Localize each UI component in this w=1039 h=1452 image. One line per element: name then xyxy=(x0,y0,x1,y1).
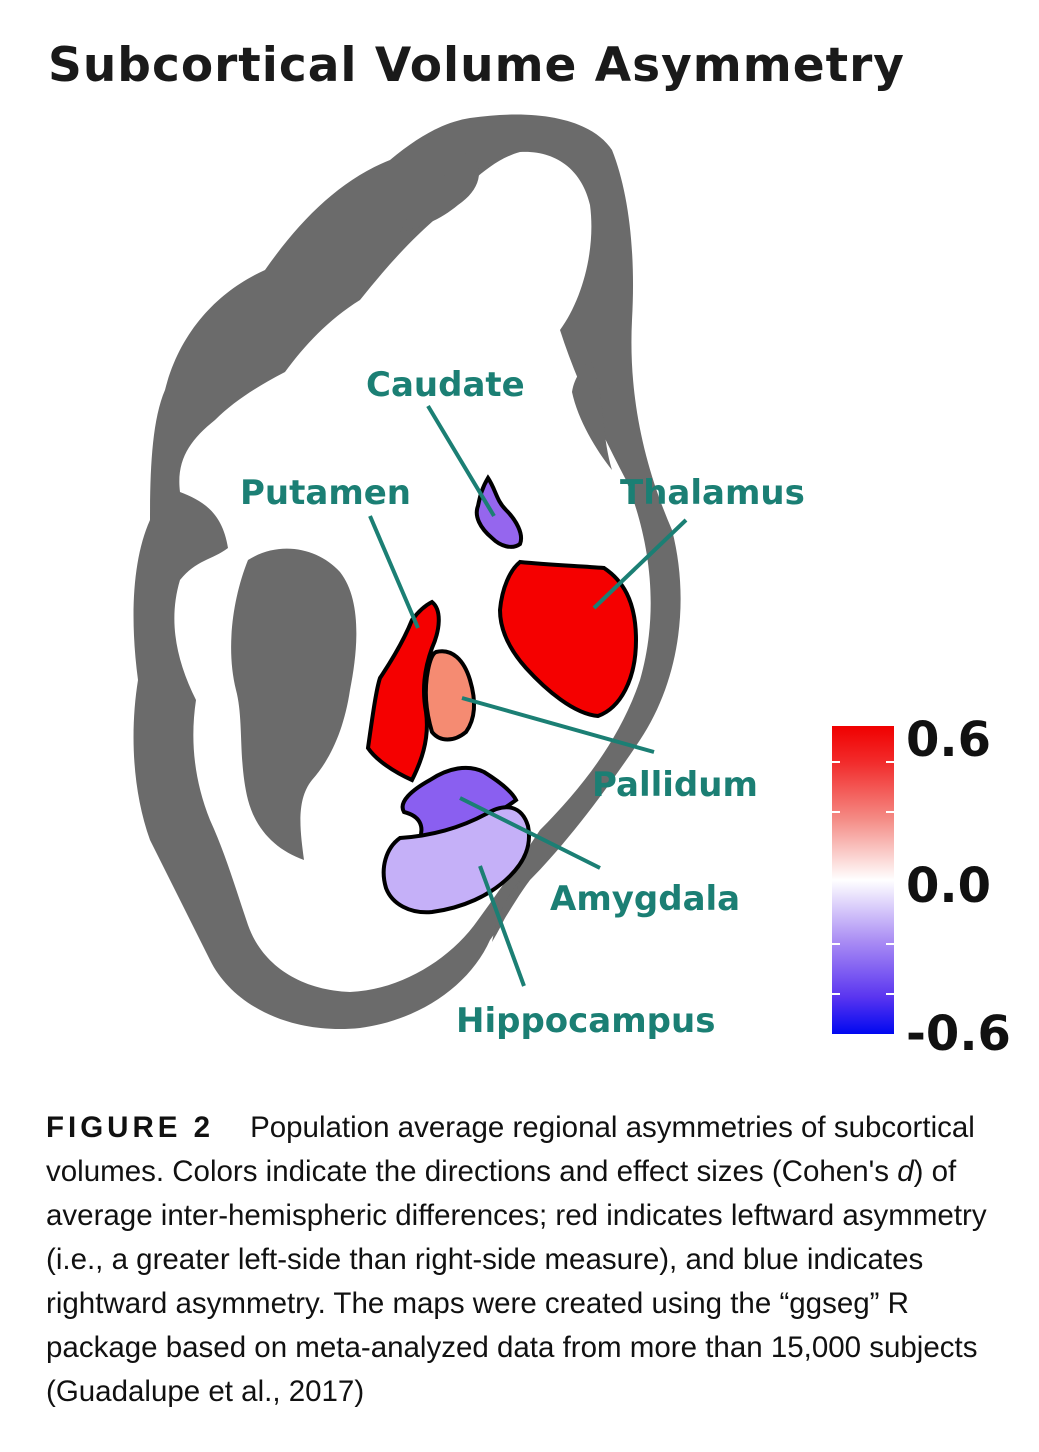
label-amygdala: Amygdala xyxy=(550,879,740,919)
caption-text-part: ) of average inter-hemispheric differenc… xyxy=(46,1155,987,1408)
colorbar-mid-label: 0.0 xyxy=(906,858,991,914)
label-caudate: Caudate xyxy=(366,365,525,405)
caption-italic: d xyxy=(897,1155,914,1188)
colorbar xyxy=(832,726,894,1034)
caption-text-part: Population average regional asymmetries … xyxy=(46,1111,975,1188)
leader-putamen xyxy=(368,515,420,629)
colorbar-max-label: 0.6 xyxy=(906,712,991,768)
label-putamen: Putamen xyxy=(240,473,411,513)
region-caudate xyxy=(474,474,523,549)
label-pallidum: Pallidum xyxy=(592,765,758,805)
leader-caudate xyxy=(426,404,496,518)
cortex-fold xyxy=(572,360,612,470)
label-thalamus: Thalamus xyxy=(620,473,805,513)
cortex-fold xyxy=(231,548,357,860)
leader-thalamus xyxy=(592,518,688,610)
leader-hippocampus xyxy=(478,865,526,987)
leader-amygdala xyxy=(459,796,601,870)
figure-caption: FIGURE 2 Population average regional asym… xyxy=(46,1106,1006,1414)
cortex-fold xyxy=(400,150,480,232)
label-hippocampus: Hippocampus xyxy=(456,1001,715,1041)
colorbar-min-label: -0.6 xyxy=(906,1006,1011,1062)
caption-label: FIGURE 2 xyxy=(46,1111,215,1144)
region-putamen xyxy=(365,599,441,783)
cortex-fold xyxy=(492,880,520,942)
region-pallidum xyxy=(423,649,477,742)
leader-pallidum xyxy=(461,696,655,754)
subcortical-map: Caudate Putamen Thalamus Pallidum Amygda… xyxy=(133,114,1011,1062)
figure-title: Subcortical Volume Asymmetry xyxy=(48,38,905,93)
region-hippocampus xyxy=(381,805,531,915)
